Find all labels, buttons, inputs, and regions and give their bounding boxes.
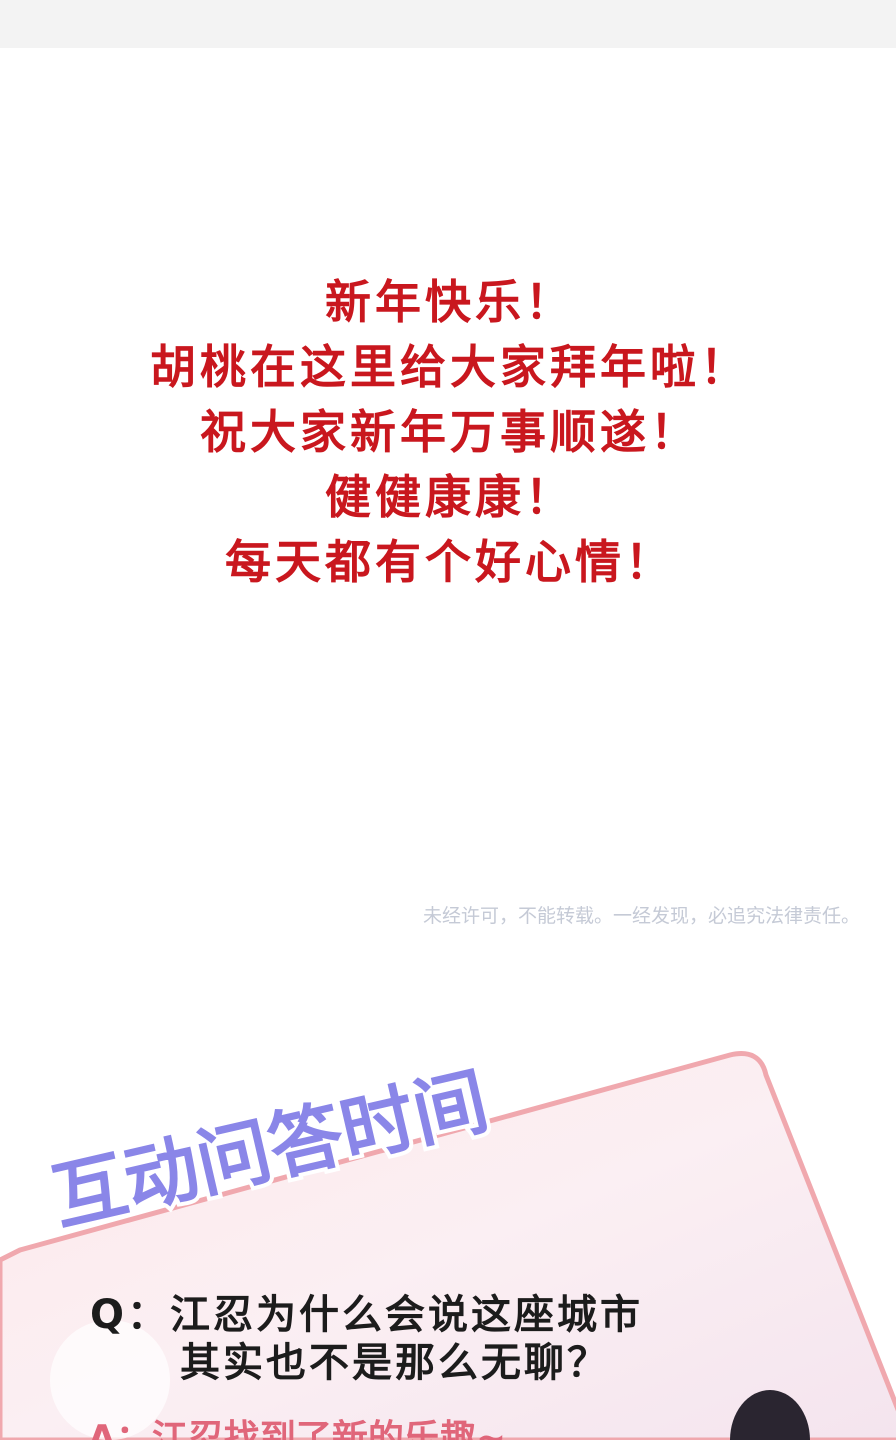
greeting-line: 祝大家新年万事顺遂！ (200, 405, 700, 459)
character-hair (730, 1390, 810, 1440)
watermark: 未经许可，不能转载。一经发现，必追究法律责任。 (423, 905, 860, 927)
greeting-line: 新年快乐！ (325, 275, 575, 329)
qa-card (0, 1051, 896, 1440)
greeting: 新年快乐！ 胡桃在这里给大家拜年啦！ 祝大家新年万事顺遂！ 健健康康！ 每天都有… (150, 275, 750, 589)
greeting-line: 每天都有个好心情！ (225, 535, 675, 589)
glow (50, 1320, 170, 1440)
question-line: 其实也不是那么无聊？ (180, 1340, 610, 1386)
top-band (0, 0, 896, 48)
qa-panel: 互动问答时间 Q：江忍为什么会说这座城市 其实也不是那么无聊？ A：江忍找到了新… (0, 1051, 896, 1440)
greeting-line: 胡桃在这里给大家拜年啦！ (150, 340, 750, 394)
greeting-line: 健健康康！ (325, 470, 575, 524)
answer: A：江忍找到了新的乐趣~ (88, 1418, 506, 1440)
question-line: Q：江忍为什么会说这座城市 (90, 1292, 643, 1338)
